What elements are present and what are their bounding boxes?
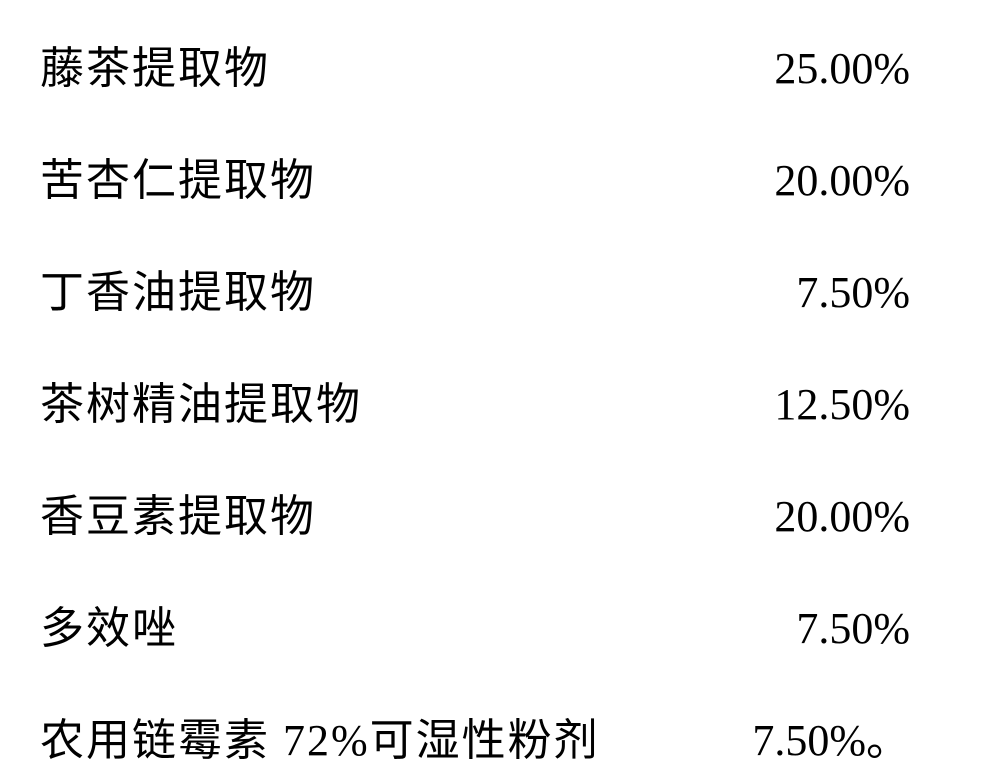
table-row: 丁香油提取物 7.50% (40, 256, 910, 320)
table-row: 苦杏仁提取物 20.00% (40, 144, 910, 208)
table-row: 茶树精油提取物 12.50% (40, 368, 910, 432)
ingredient-value: 7.50% (666, 715, 866, 766)
ingredient-value: 20.00% (710, 155, 910, 206)
ingredient-label: 丁香油提取物 (40, 256, 316, 320)
table-row: 香豆素提取物 20.00% (40, 480, 910, 544)
trailing-period: 。 (866, 704, 910, 768)
ingredient-value: 20.00% (710, 491, 910, 542)
ingredient-value: 7.50% (710, 267, 910, 318)
ingredient-label: 藤茶提取物 (40, 32, 270, 96)
ingredient-value: 25.00% (710, 43, 910, 94)
ingredient-label: 香豆素提取物 (40, 480, 316, 544)
ingredient-label: 农用链霉素 72%可湿性粉剂 (40, 704, 600, 768)
table-row: 农用链霉素 72%可湿性粉剂 7.50% 。 (40, 704, 910, 768)
ingredient-value: 12.50% (710, 379, 910, 430)
ingredient-label: 多效唑 (40, 592, 178, 656)
table-row: 多效唑 7.50% (40, 592, 910, 656)
ingredients-table: 藤茶提取物 25.00% 苦杏仁提取物 20.00% 丁香油提取物 7.50% … (40, 32, 910, 768)
ingredient-label: 茶树精油提取物 (40, 368, 362, 432)
ingredient-label: 苦杏仁提取物 (40, 144, 316, 208)
ingredient-value: 7.50% (710, 603, 910, 654)
table-row: 藤茶提取物 25.00% (40, 32, 910, 96)
